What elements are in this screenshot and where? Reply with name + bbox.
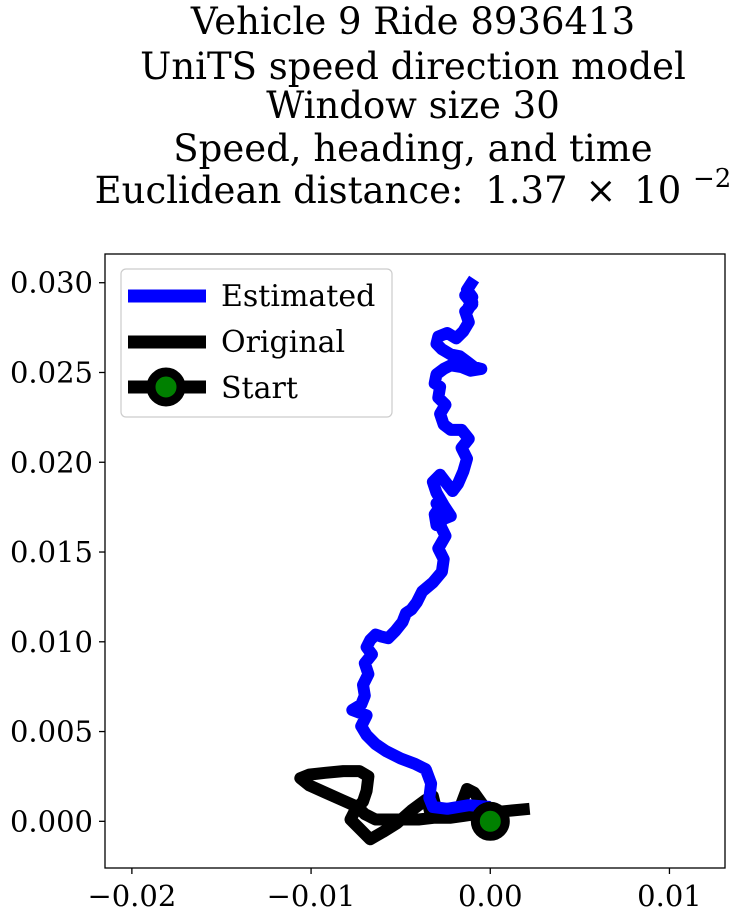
metric-label: Euclidean distance:: [95, 169, 464, 212]
series-line-estimated: [346, 275, 491, 815]
y-tick-label: 0.030: [10, 266, 93, 300]
legend: Estimated Original Start: [120, 268, 393, 418]
y-tick-label: 0.005: [10, 715, 93, 749]
title-line-3: Window size 30: [266, 84, 560, 127]
start-point-marker: [470, 801, 510, 841]
title-line-5-metric: Euclidean distance: 1.37 × 10 −2: [95, 164, 732, 212]
legend-label-estimated: Estimated: [221, 279, 375, 314]
metric-exponent: −2: [693, 164, 731, 194]
metric-mantissa: 1.37: [485, 169, 567, 212]
title-line-4: Speed, heading, and time: [173, 127, 652, 170]
y-tick-label: 0.010: [10, 625, 93, 659]
legend-box: [120, 268, 393, 418]
legend-label-original: Original: [221, 325, 345, 360]
y-tick-label: 0.020: [10, 445, 93, 479]
title-line-1: Vehicle 9 Ride 8936413: [190, 0, 635, 43]
legend-swatch-start-marker: [146, 367, 186, 407]
metric-times: ×: [585, 169, 616, 212]
x-tick-label: −0.01: [267, 879, 356, 913]
x-tick-label: −0.02: [87, 879, 176, 913]
chart-title: Vehicle 9 Ride 8936413 UniTS speed direc…: [95, 0, 732, 212]
y-tick-label: 0.025: [10, 355, 93, 389]
x-tick-label: 0.01: [637, 879, 702, 913]
metric-base: 10: [634, 169, 681, 212]
plot-series: [294, 275, 531, 846]
legend-label-start: Start: [221, 371, 298, 406]
y-tick-label: 0.000: [10, 804, 93, 838]
plot-area-frame: [104, 253, 726, 869]
x-tick-label: 0.00: [458, 879, 523, 913]
y-tick-label: 0.015: [10, 535, 93, 569]
axis-ticks: −0.02 −0.01 0.00 0.01 0.000 0.005 0.010 0.015 0.…: [10, 266, 702, 913]
title-line-2: UniTS speed direction model: [140, 45, 686, 88]
series-line-original: [294, 765, 531, 846]
